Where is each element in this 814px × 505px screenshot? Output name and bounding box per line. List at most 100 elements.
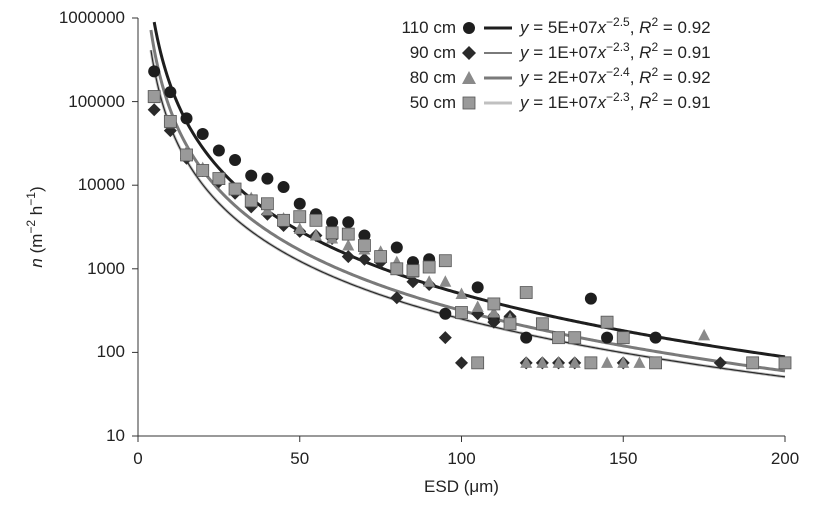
data-point-50-cm bbox=[746, 356, 760, 370]
data-point-50-cm bbox=[778, 356, 792, 370]
data-point-50-cm bbox=[487, 297, 501, 311]
data-point-90-cm bbox=[713, 356, 727, 370]
data-point-80-cm bbox=[293, 222, 306, 234]
legend-series-name: 110 cm bbox=[402, 18, 457, 37]
data-point-50-cm bbox=[277, 213, 290, 227]
data-point-90-cm bbox=[341, 250, 355, 264]
data-point-90-cm bbox=[390, 291, 404, 305]
data-point-50-cm bbox=[244, 194, 258, 208]
legend-entry: 80 cm y = 2E+07x−2.4, R2 = 0.92 bbox=[410, 65, 711, 87]
legend: 110 cm y = 5E+07x−2.5, R2 = 0.92 90 cm y… bbox=[402, 15, 711, 112]
data-point-90-cm bbox=[455, 356, 468, 370]
data-point-80-cm bbox=[342, 238, 355, 251]
fit-curve-90-cm bbox=[150, 50, 786, 378]
data-point-50-cm bbox=[309, 213, 323, 227]
data-point-80-cm bbox=[698, 328, 711, 341]
x-tick-label: 100 bbox=[447, 449, 475, 468]
data-point-110-cm bbox=[164, 86, 177, 99]
fit-curve-80-cm bbox=[149, 29, 786, 373]
x-axis: 0 50 100 150 200 ESD (μm) bbox=[133, 435, 799, 496]
data-point-110-cm bbox=[520, 331, 533, 344]
data-point-90-cm bbox=[147, 103, 161, 117]
legend-series-name: 90 cm bbox=[410, 43, 456, 62]
data-point-80-cm bbox=[520, 356, 533, 368]
data-point-50-cm bbox=[390, 262, 404, 276]
data-point-50-cm bbox=[422, 260, 436, 274]
data-point-50-cm bbox=[519, 286, 533, 299]
y-tick-label: 1000000 bbox=[59, 8, 125, 27]
fit-curve-110-cm bbox=[152, 21, 786, 359]
data-point-50-cm bbox=[325, 226, 339, 240]
data-point-50-cm bbox=[616, 331, 630, 345]
data-point-90-cm bbox=[487, 315, 501, 329]
data-point-50-cm bbox=[293, 210, 307, 224]
data-point-80-cm bbox=[487, 306, 500, 318]
data-point-50-cm bbox=[649, 356, 662, 370]
data-point-110-cm bbox=[326, 216, 339, 229]
data-point-50-cm bbox=[341, 227, 355, 241]
data-point-50-cm bbox=[180, 148, 193, 162]
legend-equation: y = 1E+07x−2.3, R2 = 0.91 bbox=[519, 90, 711, 112]
legend-marker-circle bbox=[463, 22, 475, 34]
y-axis: 10 100 1000 10000 100000 1000000 bbox=[59, 8, 139, 445]
data-point-110-cm bbox=[196, 127, 209, 140]
data-point-110-cm bbox=[148, 65, 161, 78]
data-point-80-cm bbox=[633, 356, 646, 368]
legend-equation: y = 5E+07x−2.5, R2 = 0.92 bbox=[519, 15, 711, 37]
data-point-50-cm bbox=[535, 317, 549, 331]
data-point-110-cm bbox=[277, 181, 290, 194]
data-point-80-cm bbox=[471, 300, 484, 312]
data-point-50-cm bbox=[147, 90, 161, 103]
legend-entry: 110 cm y = 5E+07x−2.5, R2 = 0.92 bbox=[402, 15, 711, 37]
data-point-50-cm bbox=[228, 182, 242, 196]
data-point-110-cm bbox=[439, 307, 452, 320]
data-point-80-cm bbox=[568, 356, 581, 368]
data-points bbox=[147, 65, 792, 370]
legend-equation: y = 1E+07x−2.3, R2 = 0.91 bbox=[519, 40, 711, 62]
data-point-50-cm bbox=[584, 356, 598, 370]
data-point-110-cm bbox=[390, 241, 403, 254]
data-point-110-cm bbox=[293, 197, 306, 210]
y-tick-marks bbox=[132, 17, 138, 437]
x-tick-label: 50 bbox=[290, 449, 309, 468]
legend-equation: y = 2E+07x−2.4, R2 = 0.92 bbox=[519, 65, 711, 87]
legend-marker-square bbox=[462, 96, 476, 110]
data-point-110-cm bbox=[471, 281, 484, 294]
data-point-50-cm bbox=[406, 264, 420, 278]
data-point-50-cm bbox=[260, 197, 274, 211]
data-point-110-cm bbox=[601, 331, 614, 344]
data-point-90-cm bbox=[406, 275, 420, 289]
data-point-90-cm bbox=[357, 252, 371, 266]
data-point-50-cm bbox=[374, 250, 388, 263]
data-point-110-cm bbox=[212, 144, 225, 157]
y-axis-title: n (m−2 h−1) bbox=[24, 186, 46, 267]
data-point-50-cm bbox=[600, 315, 614, 329]
legend-series-name: 80 cm bbox=[410, 68, 456, 87]
y-tick-label: 100 bbox=[97, 342, 125, 361]
data-point-90-cm bbox=[438, 331, 452, 345]
legend-marker-diamond bbox=[462, 46, 476, 60]
x-tick-label: 0 bbox=[133, 449, 142, 468]
data-point-80-cm bbox=[536, 356, 549, 368]
x-tick-marks bbox=[137, 436, 786, 442]
data-point-50-cm bbox=[503, 317, 517, 331]
data-point-80-cm bbox=[439, 275, 452, 287]
data-point-110-cm bbox=[245, 169, 258, 182]
data-point-80-cm bbox=[455, 287, 468, 299]
data-point-110-cm bbox=[358, 229, 371, 242]
data-point-110-cm bbox=[229, 154, 242, 167]
legend-marker-triangle bbox=[462, 71, 476, 84]
data-point-80-cm bbox=[423, 275, 436, 287]
data-point-80-cm bbox=[601, 356, 614, 368]
data-point-50-cm bbox=[163, 114, 177, 128]
data-point-50-cm bbox=[568, 331, 582, 345]
fit-lines bbox=[149, 21, 786, 379]
data-point-110-cm bbox=[261, 172, 274, 185]
data-point-50-cm bbox=[471, 356, 485, 370]
legend-entry: 90 cm y = 1E+07x−2.3, R2 = 0.91 bbox=[410, 40, 711, 62]
data-point-50-cm bbox=[358, 239, 371, 252]
data-point-50-cm bbox=[212, 172, 226, 185]
data-point-80-cm bbox=[552, 356, 565, 368]
data-point-50-cm bbox=[438, 254, 452, 268]
